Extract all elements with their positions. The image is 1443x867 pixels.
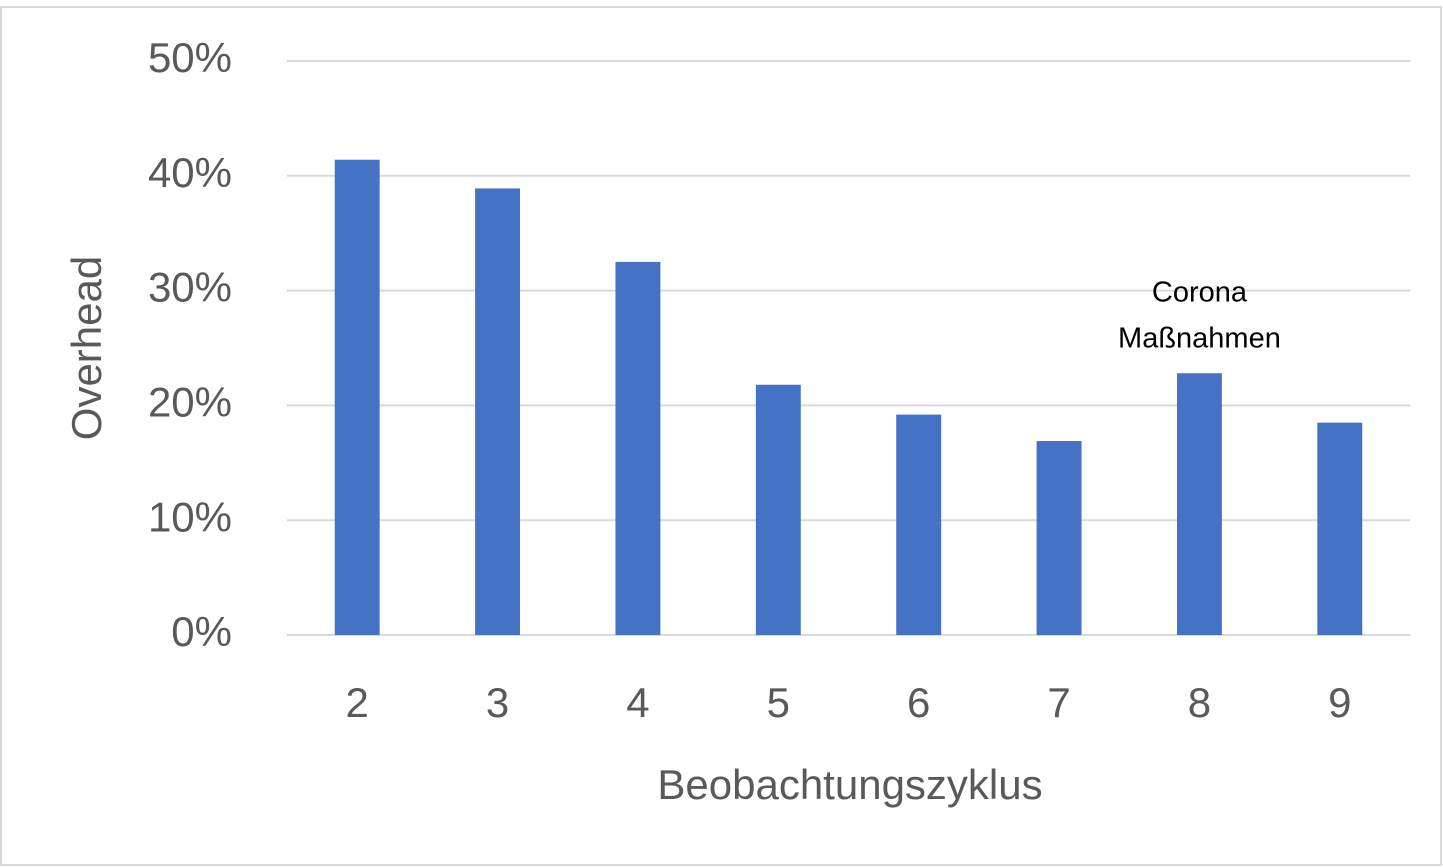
y-tick-label: 40% bbox=[148, 149, 232, 196]
bar bbox=[1036, 440, 1082, 635]
bar bbox=[1176, 373, 1222, 635]
y-tick-label: 10% bbox=[148, 493, 232, 540]
chart-border bbox=[0, 6, 1442, 866]
annotation: Corona bbox=[1152, 277, 1248, 309]
x-tick-label: 6 bbox=[907, 679, 930, 726]
bar bbox=[896, 414, 942, 635]
annotation: Maßnahmen bbox=[1118, 323, 1281, 355]
y-axis-label: Overhead bbox=[63, 256, 110, 440]
x-tick-label: 4 bbox=[626, 679, 649, 726]
x-tick-label: 5 bbox=[767, 679, 790, 726]
bar bbox=[1317, 422, 1363, 635]
bar bbox=[755, 384, 801, 635]
x-tick-label: 9 bbox=[1328, 679, 1351, 726]
y-tick-label: 30% bbox=[148, 264, 232, 311]
bar bbox=[615, 261, 661, 635]
y-tick-label: 20% bbox=[148, 378, 232, 425]
bar bbox=[334, 159, 380, 635]
x-tick-label: 7 bbox=[1047, 679, 1070, 726]
x-axis-label: Beobachtungszyklus bbox=[657, 761, 1042, 808]
x-tick-label: 2 bbox=[346, 679, 369, 726]
y-tick-label: 50% bbox=[148, 34, 232, 81]
x-tick-label: 3 bbox=[486, 679, 509, 726]
bar bbox=[475, 188, 521, 636]
y-tick-label: 0% bbox=[171, 608, 232, 655]
x-tick-label: 8 bbox=[1188, 679, 1211, 726]
